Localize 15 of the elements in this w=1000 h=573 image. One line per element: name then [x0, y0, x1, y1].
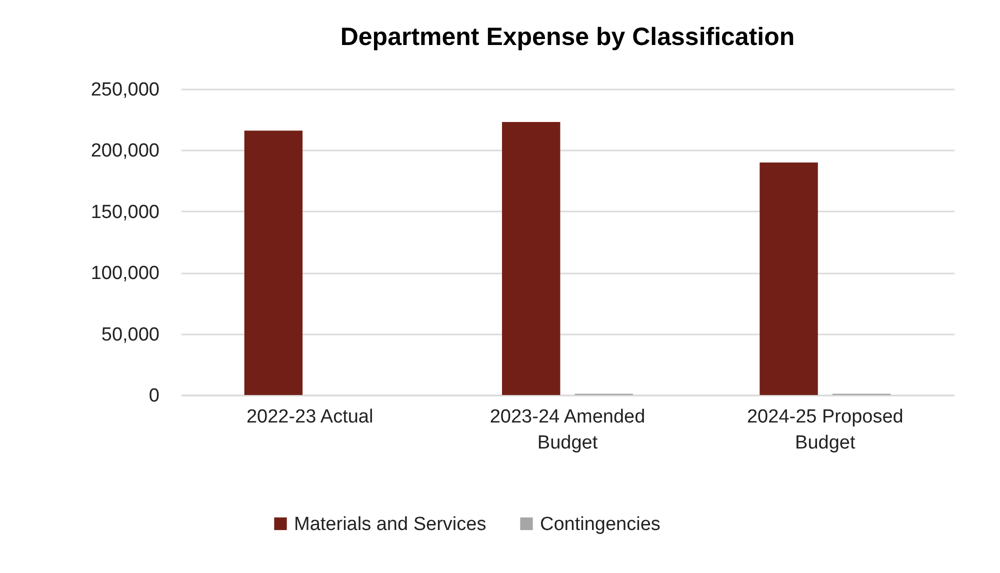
x-tick-label: 2023-24 Amended Budget	[490, 406, 646, 454]
bar	[502, 122, 560, 395]
chart-title: Department Expense by Classification	[340, 23, 795, 51]
y-tick-label: 200,000	[90, 140, 160, 162]
bar	[244, 130, 303, 395]
y-tick-label: 0	[148, 386, 160, 406]
legend-label: Materials and Services	[294, 514, 486, 535]
x-tick-label: 2022-23 Actual	[246, 406, 374, 428]
y-tick-label: 250,000	[90, 80, 160, 100]
y-tick-label: 100,000	[90, 263, 160, 284]
y-tick-label: 150,000	[90, 202, 160, 223]
bar	[760, 162, 818, 395]
legend-label: Contingencies	[540, 514, 660, 535]
y-tick-label: 50,000	[101, 324, 160, 346]
x-tick-label: 2024-25 Proposed Budget	[746, 406, 904, 454]
